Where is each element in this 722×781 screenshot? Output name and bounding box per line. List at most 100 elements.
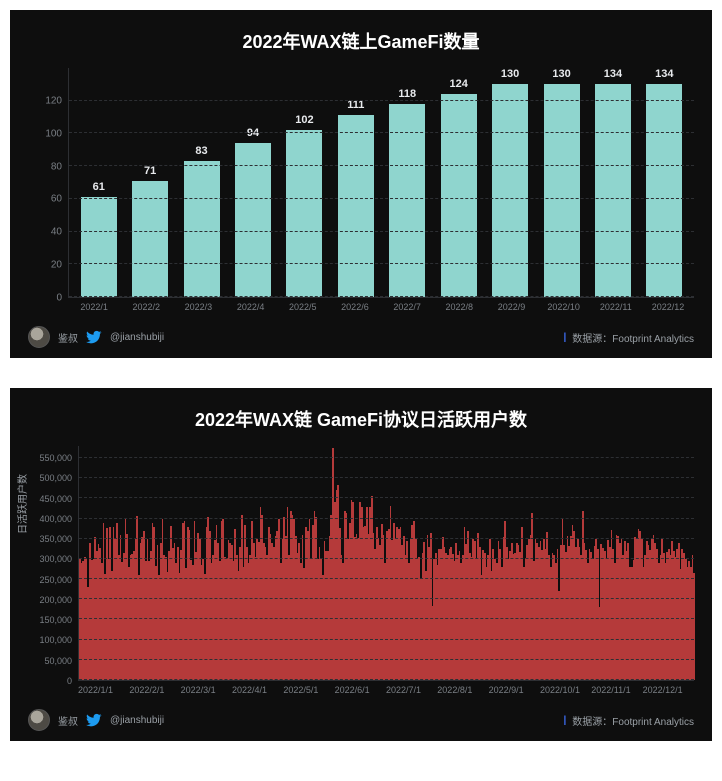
chart1-footer: 鉴叔 @jianshubiji | 数据源：Footprint Analytic… — [28, 326, 694, 348]
x-tick-label: 2022/2/1 — [129, 685, 180, 695]
y-tick: 150,000 — [28, 615, 72, 625]
chart2-title: 2022年WAX链 GameFi协议日活跃用户数 — [28, 406, 694, 432]
x-tick-label: 2022/4 — [225, 302, 277, 312]
y-tick: 100,000 — [28, 635, 72, 645]
gridline — [79, 477, 694, 478]
chart1-x-labels: 2022/12022/22022/32022/42022/52022/6 2022… — [68, 302, 694, 312]
bar-value-label: 134 — [604, 68, 622, 80]
x-tick-label: 2022/8 — [433, 302, 485, 312]
x-tick-label: 2022/9/1 — [489, 685, 540, 695]
x-tick-label: 2022/3/1 — [181, 685, 232, 695]
gridline — [79, 497, 694, 498]
bar — [81, 197, 117, 297]
chart2-plot — [78, 446, 694, 681]
gridline — [79, 639, 694, 640]
source-label: 数据源：Footprint Analytics — [572, 330, 694, 345]
chart1-title: 2022年WAX链上GameFi数量 — [28, 28, 694, 54]
twitter-icon — [86, 329, 102, 345]
gridline — [69, 231, 694, 232]
gridline — [79, 659, 694, 660]
chart2-footer: 鉴叔 @jianshubiji | 数据源：Footprint Analytic… — [28, 709, 694, 731]
chart2-x-labels: 2022/1/12022/2/12022/3/12022/4/12022/5/1… — [78, 685, 694, 695]
y-tick: 100 — [28, 128, 62, 139]
x-tick-label: 2022/5 — [277, 302, 329, 312]
x-tick-label: 2022/12/1 — [643, 685, 694, 695]
author-avatar — [28, 709, 50, 731]
bar — [492, 84, 528, 297]
gridline — [79, 558, 694, 559]
chart2-y-label: 日活跃用户数 — [14, 474, 29, 534]
chart2-y-axis: 日活跃用户数 050,000100,000150,000200,000250,0… — [28, 446, 78, 681]
y-tick: 550,000 — [28, 453, 72, 463]
gridline — [79, 578, 694, 579]
chart1-area: 020406080100120 617183941021111181241301… — [28, 68, 694, 298]
bar-value-label: 130 — [501, 68, 519, 80]
source-label: 数据源：Footprint Analytics — [572, 713, 694, 728]
footer-right: | 数据源：Footprint Analytics — [563, 330, 694, 345]
y-tick: 0 — [28, 293, 62, 304]
gridline — [79, 679, 694, 680]
gridline — [69, 198, 694, 199]
x-tick-label: 2022/1/1 — [78, 685, 129, 695]
bar — [595, 84, 631, 297]
y-tick: 40 — [28, 227, 62, 238]
y-tick: 200,000 — [28, 595, 72, 605]
chart1-plot: 61718394102111118124130130134134 — [68, 68, 694, 298]
daily-bar — [693, 573, 695, 680]
gridline — [69, 296, 694, 297]
author-avatar — [28, 326, 50, 348]
y-tick: 80 — [28, 161, 62, 172]
bar-value-label: 130 — [552, 68, 570, 80]
bar-value-label: 111 — [347, 99, 364, 111]
gridline — [79, 518, 694, 519]
gridline — [69, 132, 694, 133]
y-tick: 120 — [28, 95, 62, 106]
x-tick-label: 2022/5/1 — [283, 685, 334, 695]
bar-value-label: 102 — [295, 114, 313, 126]
y-tick: 500,000 — [28, 473, 72, 483]
x-tick-label: 2022/8/1 — [437, 685, 488, 695]
bar-value-label: 124 — [449, 78, 467, 90]
x-tick-label: 2022/6 — [329, 302, 381, 312]
twitter-handle: @jianshubiji — [110, 332, 164, 343]
gridline — [79, 598, 694, 599]
bar — [286, 130, 322, 297]
bar — [338, 115, 374, 297]
x-tick-label: 2022/10 — [538, 302, 590, 312]
y-tick: 400,000 — [28, 514, 72, 524]
y-tick: 20 — [28, 260, 62, 271]
pipe-separator: | — [563, 715, 566, 726]
x-tick-label: 2022/7/1 — [386, 685, 437, 695]
x-tick-label: 2022/4/1 — [232, 685, 283, 695]
pipe-separator: | — [563, 332, 566, 343]
author-name: 鉴叔 — [58, 330, 78, 345]
x-tick-label: 2022/12 — [642, 302, 694, 312]
bar-value-label: 71 — [144, 165, 156, 177]
gridline — [79, 538, 694, 539]
bar — [184, 161, 220, 297]
gridline — [69, 263, 694, 264]
footer-right: | 数据源：Footprint Analytics — [563, 713, 694, 728]
chart2-bars — [79, 446, 694, 680]
y-tick: 450,000 — [28, 494, 72, 504]
bar-value-label: 61 — [93, 181, 105, 193]
gridline — [79, 618, 694, 619]
bar — [544, 84, 580, 297]
y-tick: 250,000 — [28, 575, 72, 585]
x-tick-label: 2022/1 — [68, 302, 120, 312]
x-tick-label: 2022/10/1 — [540, 685, 591, 695]
y-tick: 350,000 — [28, 534, 72, 544]
chart1-y-axis: 020406080100120 — [28, 68, 68, 298]
x-tick-label: 2022/3 — [172, 302, 224, 312]
x-tick-label: 2022/9 — [485, 302, 537, 312]
chart2-panel: 2022年WAX链 GameFi协议日活跃用户数 日活跃用户数 0 50,000 1… — [10, 388, 712, 741]
bar — [441, 94, 477, 297]
chart2-area: 日活跃用户数 050,000100,000150,000200,000250,0… — [28, 446, 694, 681]
y-tick: 50,000 — [28, 656, 72, 666]
y-tick: 0 — [28, 676, 72, 686]
footer-left: 鉴叔 @jianshubiji — [28, 709, 164, 731]
x-tick-label: 2022/2 — [120, 302, 172, 312]
twitter-icon — [86, 712, 102, 728]
bar-value-label: 134 — [655, 68, 673, 80]
chart1-panel: 2022年WAX链上GameFi数量 020406080100120 61718… — [10, 10, 712, 358]
